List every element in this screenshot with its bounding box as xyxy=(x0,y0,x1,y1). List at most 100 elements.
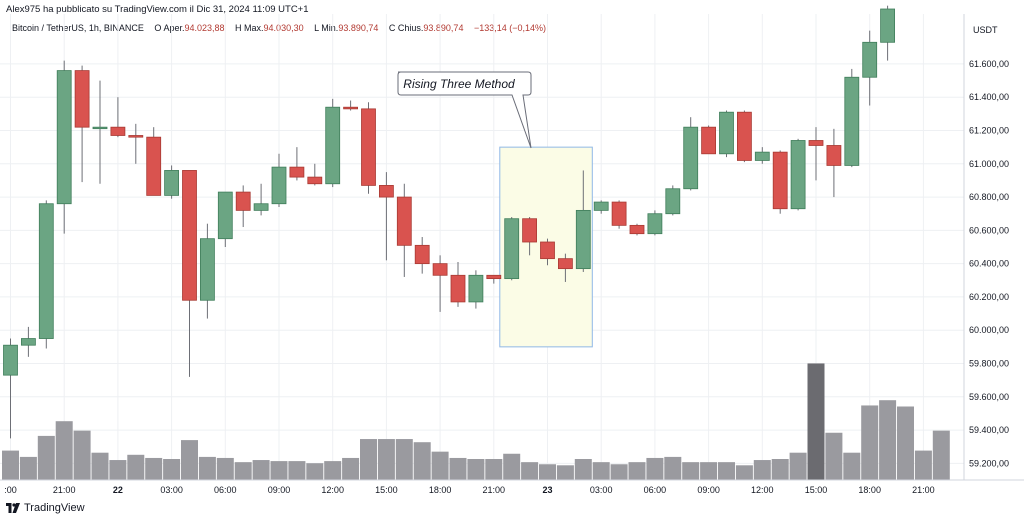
candle-down xyxy=(289,166,305,178)
candle-up xyxy=(217,191,233,240)
volume-bar xyxy=(431,451,449,480)
y-tick-label: 59.800,00 xyxy=(969,359,1009,369)
volume-bar xyxy=(163,459,181,480)
x-tick-label: 21:00 xyxy=(483,485,506,495)
candle-up xyxy=(199,238,215,301)
candle-down xyxy=(378,185,394,198)
volume-bar xyxy=(37,435,55,480)
volume-bar xyxy=(771,459,789,480)
candle-down xyxy=(540,241,555,260)
candle-down xyxy=(110,126,126,136)
volume-bar xyxy=(700,462,718,480)
legend-high-label: H xyxy=(235,23,242,33)
candle-up xyxy=(665,188,681,215)
volume-bar xyxy=(2,450,19,480)
candle-down xyxy=(74,70,90,128)
x-tick-label: 18:00 xyxy=(858,485,881,495)
x-tick-label: 21:00 xyxy=(912,485,935,495)
candle-down xyxy=(235,191,251,211)
candle-down xyxy=(558,258,573,270)
candle-up xyxy=(647,213,663,235)
legend-low-label: L xyxy=(314,23,319,33)
candle-up xyxy=(862,41,878,78)
candle-down xyxy=(307,176,323,185)
axes: 61.600,00 61.400,00 61.200,00 61.000,00 60.8… xyxy=(0,14,1024,495)
volume-bar xyxy=(324,461,342,480)
x-tick-label: 15:00 xyxy=(805,485,828,495)
y-tick-label: 60.600,00 xyxy=(969,225,1009,235)
candle-up xyxy=(38,203,54,339)
candle-down xyxy=(343,106,359,110)
volume-bar xyxy=(503,453,521,480)
candle-down xyxy=(611,201,627,226)
volume-bar xyxy=(843,452,861,480)
candle-up xyxy=(20,338,36,346)
volume-bar xyxy=(377,439,395,480)
legend-close-label: C xyxy=(388,23,396,33)
volume-bar xyxy=(539,464,556,480)
candle-up xyxy=(271,166,287,205)
volume-bar xyxy=(879,400,897,480)
x-tick-label: 18:00 xyxy=(429,485,452,495)
volume-bar xyxy=(19,456,37,480)
candle-up xyxy=(56,70,72,205)
volume-bar xyxy=(467,459,485,480)
candle-down xyxy=(396,196,412,246)
volume-bar xyxy=(914,450,932,480)
candle-down xyxy=(486,274,502,280)
candle-down xyxy=(432,263,448,276)
legend-symbol[interactable]: Bitcoin / TetherUS, 1h, BINANCE xyxy=(12,23,144,33)
volume-bar xyxy=(181,440,198,480)
footer-brand[interactable]: TradingView xyxy=(6,502,85,514)
x-tick-label: 03:00 xyxy=(160,485,183,495)
candle-up xyxy=(754,151,770,161)
callout-bubble[interactable] xyxy=(397,71,532,149)
candle-down xyxy=(826,145,842,166)
volume-bar xyxy=(718,462,735,480)
volume-bars xyxy=(2,363,950,480)
x-tick-label: 21:00 xyxy=(53,485,76,495)
volume-bar xyxy=(861,405,879,480)
candle-down xyxy=(808,140,824,146)
candle-up xyxy=(253,203,269,211)
x-tick-label: 03:00 xyxy=(590,485,613,495)
publisher-note: Alex975 ha pubblicato su TradingView.com… xyxy=(6,4,309,15)
y-tick-label: 60.400,00 xyxy=(969,259,1009,269)
candle-down xyxy=(128,135,144,138)
volume-bar xyxy=(145,457,163,480)
volume-bar xyxy=(198,456,216,480)
volume-bar xyxy=(252,460,270,480)
volume-bar xyxy=(109,460,127,480)
volume-bar xyxy=(216,457,234,480)
candle-down xyxy=(701,126,716,155)
candle-up xyxy=(790,140,806,210)
volume-bar xyxy=(753,460,771,480)
candle-down xyxy=(629,224,645,235)
candle-down xyxy=(182,170,197,301)
volume-bar xyxy=(413,442,431,480)
pattern-annotation[interactable]: Rising Three Method xyxy=(397,71,593,348)
candle-down xyxy=(414,244,430,265)
candle-down xyxy=(450,274,466,303)
volume-bar xyxy=(360,439,377,480)
volume-bar xyxy=(628,462,646,480)
volume-bar xyxy=(807,363,825,480)
x-tick-label: 23 xyxy=(542,485,552,495)
volume-bar xyxy=(395,439,413,480)
candle-up xyxy=(844,76,860,166)
legend-low-value: 93.890,74 xyxy=(338,23,379,33)
volume-bar xyxy=(270,461,288,480)
x-tick-label: 22 xyxy=(113,485,123,495)
volume-bar xyxy=(234,462,252,480)
volume-bar xyxy=(55,421,73,480)
legend-open-text: Aper. xyxy=(163,23,185,33)
legend-open-label: O xyxy=(154,23,162,33)
candle-up xyxy=(575,209,591,270)
candle-up xyxy=(3,344,18,376)
legend-high-value: 94.030,30 xyxy=(263,23,304,33)
volume-bar xyxy=(91,452,109,480)
candles xyxy=(3,5,895,439)
y-tick-label: 61.400,00 xyxy=(969,92,1009,102)
candle-down xyxy=(772,151,788,210)
